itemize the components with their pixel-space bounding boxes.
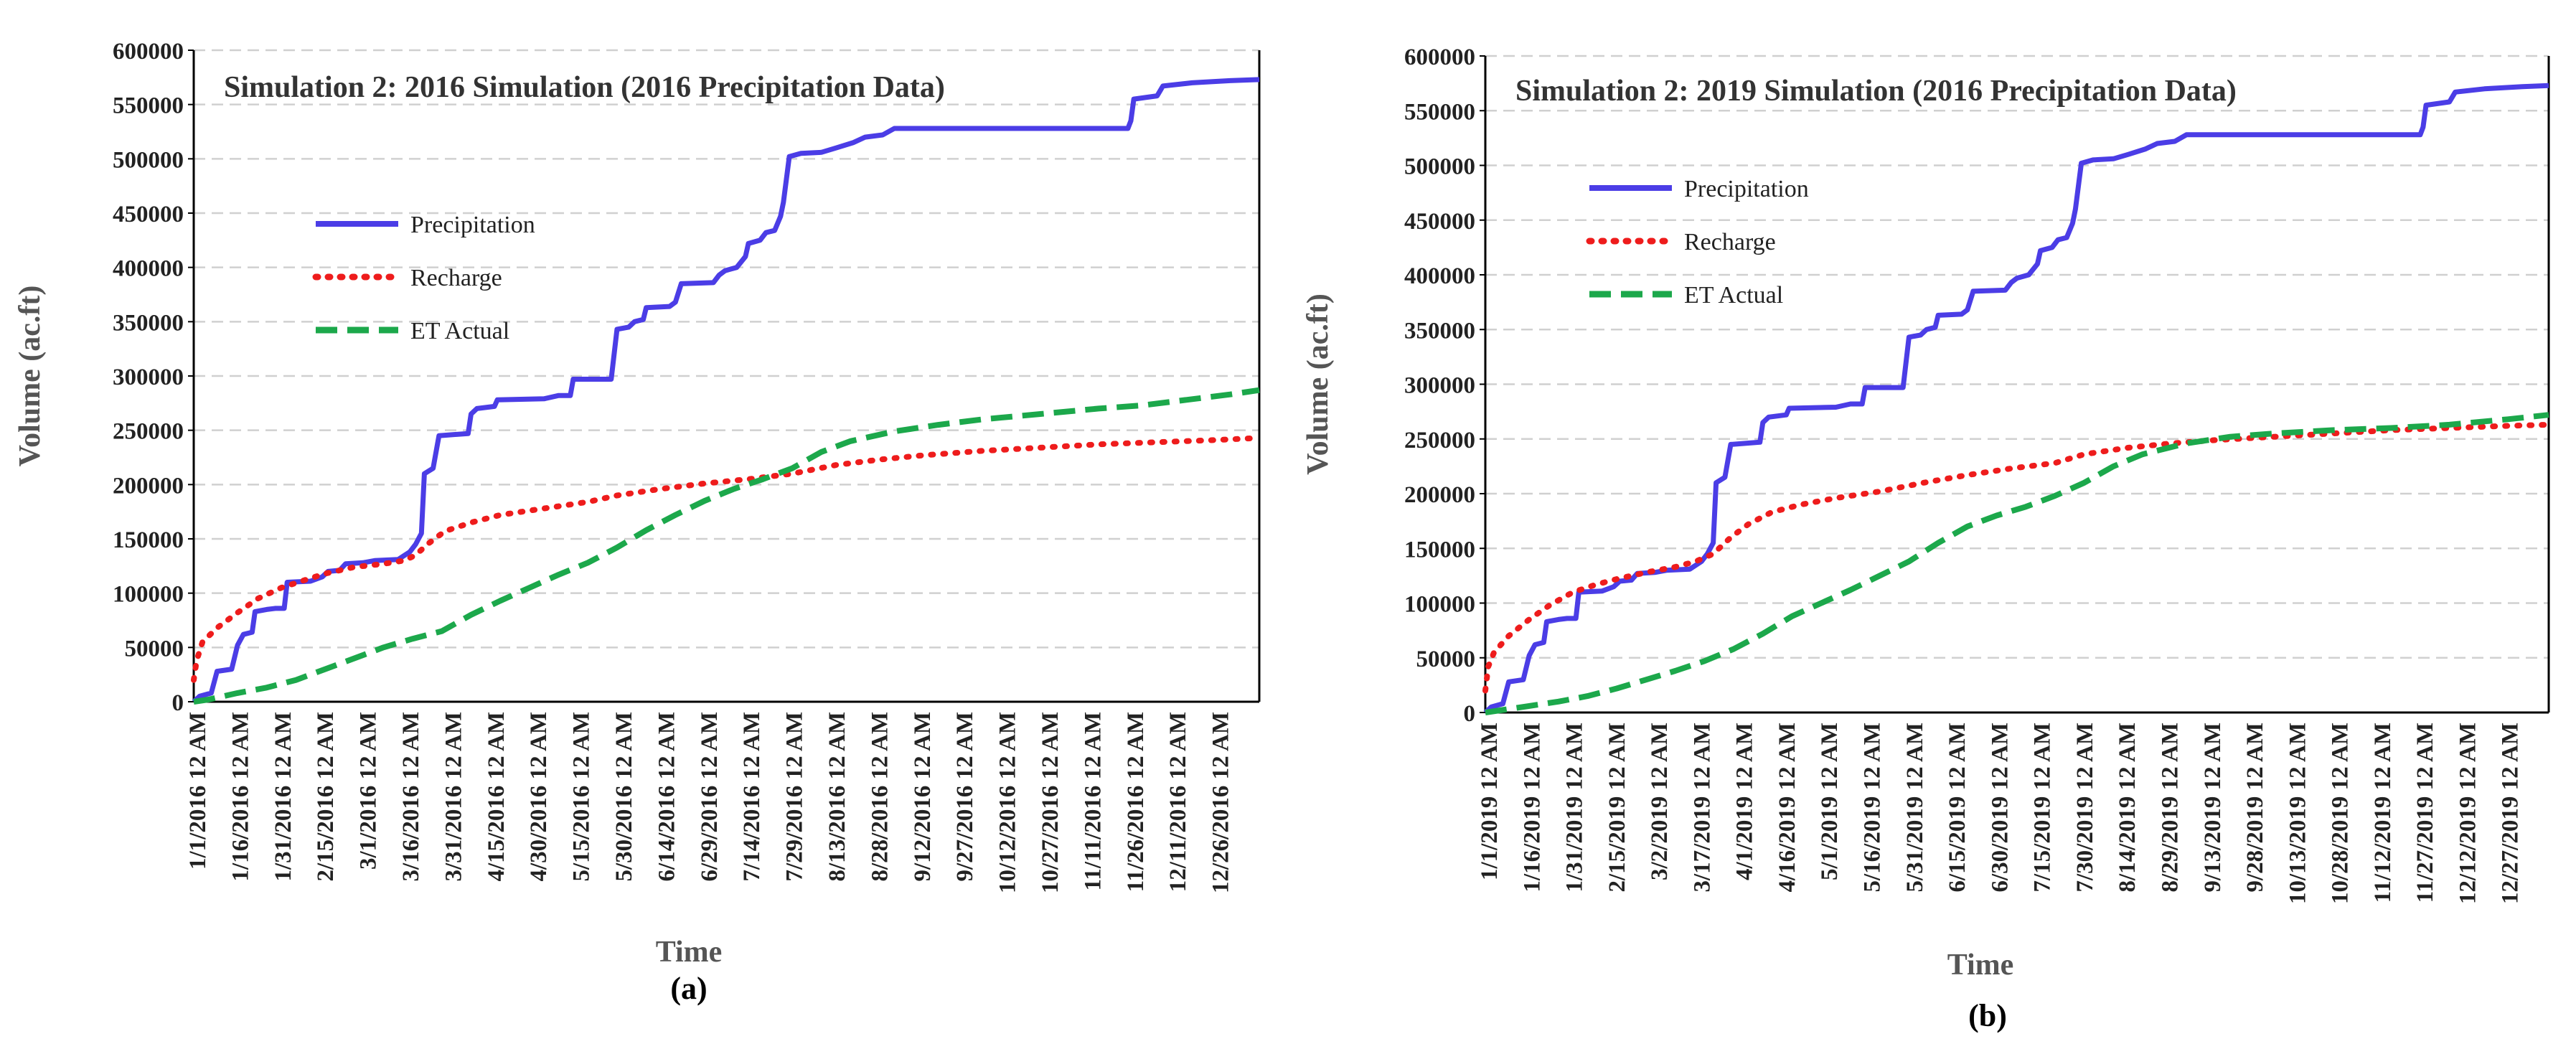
y-tick-label: 500000 bbox=[1404, 154, 1475, 180]
y-tick-label: 550000 bbox=[113, 93, 184, 119]
x-tick-label: 4/1/2019 12 AM bbox=[1732, 723, 1758, 880]
x-axis-label: Time bbox=[1947, 949, 2014, 982]
x-tick-label: 6/15/2019 12 AM bbox=[1945, 723, 1970, 893]
x-tick-label: 2/15/2019 12 AM bbox=[1604, 723, 1630, 893]
x-tick-label: 5/30/2016 12 AM bbox=[611, 712, 637, 882]
y-tick-label: 450000 bbox=[113, 202, 184, 227]
y-tick-label: 200000 bbox=[1404, 482, 1475, 508]
x-tick-label: 12/11/2016 12 AM bbox=[1165, 712, 1191, 892]
x-tick-label: 6/30/2019 12 AM bbox=[1987, 723, 2013, 893]
y-tick-label: 0 bbox=[1464, 701, 1476, 727]
x-tick-label: 12/27/2019 12 AM bbox=[2498, 723, 2524, 904]
x-tick-label: 9/13/2019 12 AM bbox=[2200, 723, 2226, 893]
x-tick-label: 10/28/2019 12 AM bbox=[2328, 723, 2354, 904]
series-line-recharge bbox=[191, 435, 1262, 683]
series-line-et-actual bbox=[1485, 412, 2549, 715]
series-line-precipitation bbox=[192, 77, 1260, 704]
y-tick-label: 250000 bbox=[113, 419, 184, 445]
legend-label: Precipitation bbox=[1684, 176, 1809, 202]
x-tick-label: 5/1/2019 12 AM bbox=[1817, 723, 1843, 880]
series-line-recharge bbox=[1482, 421, 2552, 694]
panel-label: (b) bbox=[1968, 998, 2007, 1033]
y-tick-label: 350000 bbox=[113, 310, 184, 336]
legend-label: ET Actual bbox=[410, 318, 509, 344]
x-tick-label: 1/16/2019 12 AM bbox=[1519, 723, 1545, 893]
y-tick-label: 50000 bbox=[1416, 646, 1476, 672]
x-tick-label: 4/30/2016 12 AM bbox=[526, 712, 552, 882]
series-line-precipitation bbox=[1483, 83, 2549, 715]
y-tick-label: 0 bbox=[172, 690, 184, 716]
legend-label: Recharge bbox=[1684, 229, 1776, 255]
x-tick-label: 1/16/2016 12 AM bbox=[227, 712, 253, 882]
x-tick-label: 4/15/2016 12 AM bbox=[484, 712, 509, 882]
legend-label: ET Actual bbox=[1684, 282, 1783, 309]
x-tick-label: 11/27/2019 12 AM bbox=[2412, 723, 2438, 903]
x-tick-label: 8/29/2019 12 AM bbox=[2157, 723, 2183, 893]
x-tick-label: 10/13/2019 12 AM bbox=[2285, 723, 2311, 904]
x-tick-label: 6/29/2016 12 AM bbox=[697, 712, 723, 882]
legend-label: Precipitation bbox=[410, 212, 535, 238]
chart-title: Simulation 2: 2019 Simulation (2016 Prec… bbox=[1515, 75, 2237, 108]
y-tick-label: 450000 bbox=[1404, 209, 1475, 235]
y-tick-label: 50000 bbox=[125, 636, 184, 662]
y-axis-label: Volume (ac.ft) bbox=[1302, 293, 1335, 475]
x-tick-label: 3/16/2016 12 AM bbox=[398, 712, 424, 882]
x-tick-label: 10/27/2016 12 AM bbox=[1038, 712, 1063, 893]
chart-title: Simulation 2: 2016 Simulation (2016 Prec… bbox=[224, 71, 945, 104]
x-tick-label: 12/26/2016 12 AM bbox=[1208, 712, 1234, 893]
x-tick-label: 9/12/2016 12 AM bbox=[910, 712, 936, 882]
y-tick-label: 150000 bbox=[113, 527, 184, 553]
x-tick-label: 4/16/2019 12 AM bbox=[1774, 723, 1800, 893]
y-tick-label: 600000 bbox=[1404, 44, 1475, 70]
y-tick-label: 150000 bbox=[1404, 537, 1475, 563]
y-tick-label: 200000 bbox=[113, 473, 184, 499]
x-tick-label: 7/30/2019 12 AM bbox=[2072, 723, 2098, 893]
x-tick-label: 1/31/2019 12 AM bbox=[1562, 723, 1588, 893]
y-tick-label: 300000 bbox=[113, 365, 184, 390]
x-tick-label: 7/15/2019 12 AM bbox=[2030, 723, 2056, 893]
x-tick-label: 12/12/2019 12 AM bbox=[2455, 723, 2481, 904]
x-tick-label: 11/11/2016 12 AM bbox=[1080, 712, 1106, 890]
series-line-et-actual bbox=[193, 387, 1260, 705]
x-tick-label: 8/28/2016 12 AM bbox=[867, 712, 893, 882]
x-tick-label: 10/12/2016 12 AM bbox=[995, 712, 1021, 893]
x-tick-label: 5/16/2019 12 AM bbox=[1860, 723, 1886, 893]
x-tick-label: 9/27/2016 12 AM bbox=[952, 712, 978, 882]
x-tick-label: 11/26/2016 12 AM bbox=[1123, 712, 1149, 892]
x-tick-label: 8/13/2016 12 AM bbox=[824, 712, 850, 882]
x-tick-label: 3/17/2019 12 AM bbox=[1689, 723, 1715, 893]
x-axis-label: Time bbox=[656, 936, 723, 969]
y-tick-label: 400000 bbox=[1404, 263, 1475, 289]
x-tick-label: 3/2/2019 12 AM bbox=[1647, 723, 1673, 880]
x-tick-label: 3/31/2016 12 AM bbox=[441, 712, 466, 882]
y-axis-label: Volume (ac.ft) bbox=[14, 286, 47, 467]
chart-panel-2: 0 50000 100000 150000 200000 250000 300000 3500… bbox=[1302, 44, 2552, 1033]
panel-label: (a) bbox=[670, 971, 707, 1006]
x-tick-label: 2/15/2016 12 AM bbox=[313, 712, 339, 882]
y-tick-label: 350000 bbox=[1404, 318, 1475, 344]
y-tick-label: 300000 bbox=[1404, 373, 1475, 399]
x-tick-label: 7/14/2016 12 AM bbox=[739, 712, 765, 882]
legend-label: Recharge bbox=[410, 265, 502, 291]
x-tick-label: 6/14/2016 12 AM bbox=[654, 712, 680, 882]
x-tick-label: 1/1/2016 12 AM bbox=[185, 712, 211, 870]
x-tick-label: 1/1/2019 12 AM bbox=[1477, 723, 1503, 880]
y-tick-label: 500000 bbox=[113, 147, 184, 173]
chart-panel-1: 0 50000 100000 150000 200000 250000 300000 3500… bbox=[14, 39, 1262, 1006]
x-tick-label: 5/31/2019 12 AM bbox=[1902, 723, 1928, 893]
y-tick-label: 250000 bbox=[1404, 428, 1475, 453]
x-tick-label: 9/28/2019 12 AM bbox=[2242, 723, 2268, 893]
x-tick-label: 1/31/2016 12 AM bbox=[271, 712, 296, 882]
x-tick-label: 7/29/2016 12 AM bbox=[782, 712, 808, 882]
y-tick-label: 600000 bbox=[113, 39, 184, 65]
y-tick-label: 400000 bbox=[113, 256, 184, 282]
x-tick-label: 11/12/2019 12 AM bbox=[2370, 723, 2396, 903]
x-tick-label: 3/1/2016 12 AM bbox=[356, 712, 382, 870]
y-tick-label: 100000 bbox=[113, 582, 184, 608]
x-tick-label: 8/14/2019 12 AM bbox=[2115, 723, 2140, 893]
x-tick-label: 5/15/2016 12 AM bbox=[569, 712, 595, 882]
y-tick-label: 100000 bbox=[1404, 592, 1475, 618]
y-tick-label: 550000 bbox=[1404, 99, 1475, 125]
